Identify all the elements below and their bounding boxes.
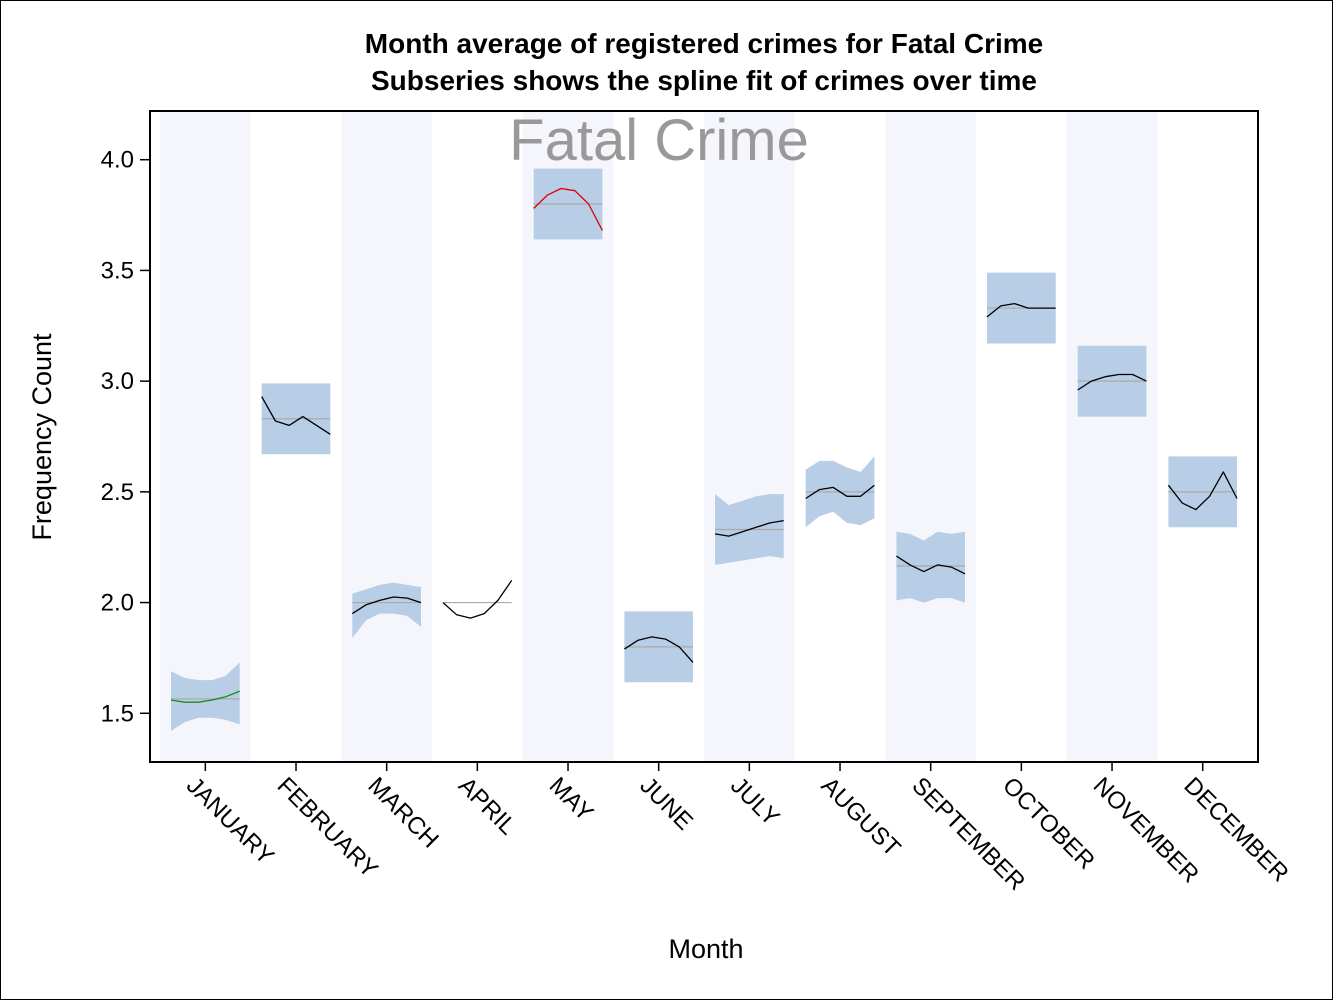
confidence-band bbox=[896, 531, 965, 603]
series-june bbox=[624, 611, 694, 683]
series-august bbox=[805, 456, 875, 528]
y-axis-label: Frequency Count bbox=[27, 333, 57, 541]
spline-line bbox=[170, 690, 240, 703]
series-november bbox=[1077, 345, 1147, 417]
spline-line bbox=[1167, 471, 1238, 511]
x-tick-label: MARCH bbox=[362, 772, 443, 853]
spline-line bbox=[533, 187, 603, 231]
y-tick-label: 2.5 bbox=[101, 479, 134, 506]
column-band bbox=[1066, 112, 1158, 761]
spline-line bbox=[1077, 373, 1147, 391]
spline-line bbox=[805, 484, 875, 500]
series-july bbox=[714, 494, 784, 565]
x-tick-label: AUGUST bbox=[816, 772, 906, 862]
chart-subtitle: Subseries shows the spline fit of crimes… bbox=[371, 65, 1037, 96]
x-tick-label: APRIL bbox=[453, 772, 521, 840]
confidence-band bbox=[352, 582, 421, 638]
series-march bbox=[351, 582, 422, 638]
confidence-band bbox=[171, 662, 240, 731]
spline-line bbox=[986, 302, 1056, 318]
series-january bbox=[170, 662, 240, 731]
series-february bbox=[261, 383, 331, 455]
series-october bbox=[986, 272, 1056, 344]
spline-line bbox=[261, 396, 331, 435]
spline-line bbox=[714, 519, 784, 537]
plot-area-border bbox=[149, 110, 1259, 763]
y-tick-label: 1.5 bbox=[101, 700, 134, 727]
series-september bbox=[896, 531, 966, 603]
y-tick-label: 2.0 bbox=[101, 590, 134, 617]
series-layer bbox=[170, 168, 1238, 731]
column-band bbox=[885, 112, 977, 761]
y-tick-label: 4.0 bbox=[101, 147, 134, 174]
chart-title: Month average of registered crimes for F… bbox=[365, 28, 1043, 59]
x-tick-label: JANUARY bbox=[181, 772, 279, 870]
series-may bbox=[533, 168, 603, 240]
spline-line bbox=[351, 596, 422, 615]
x-axis-label: Month bbox=[668, 934, 743, 964]
x-tick-label: MAY bbox=[544, 772, 599, 827]
inset-series-label: Fatal Crime bbox=[509, 108, 809, 173]
column-band bbox=[341, 112, 433, 761]
spline-line bbox=[442, 580, 513, 619]
x-tick-label: JUNE bbox=[634, 772, 697, 835]
x-tick-label: JULY bbox=[725, 772, 784, 831]
y-axis: 1.5 2.0 2.5 3.0 3.5 4.0 bbox=[101, 147, 150, 727]
spline-line bbox=[896, 555, 966, 575]
series-december bbox=[1167, 456, 1238, 528]
column-band bbox=[704, 112, 795, 761]
y-tick-label: 3.0 bbox=[101, 368, 134, 395]
spline-line bbox=[624, 636, 694, 663]
y-tick-label: 3.5 bbox=[101, 257, 134, 284]
series-april bbox=[442, 580, 513, 619]
column-band bbox=[160, 112, 251, 761]
column-bands bbox=[160, 112, 1158, 761]
